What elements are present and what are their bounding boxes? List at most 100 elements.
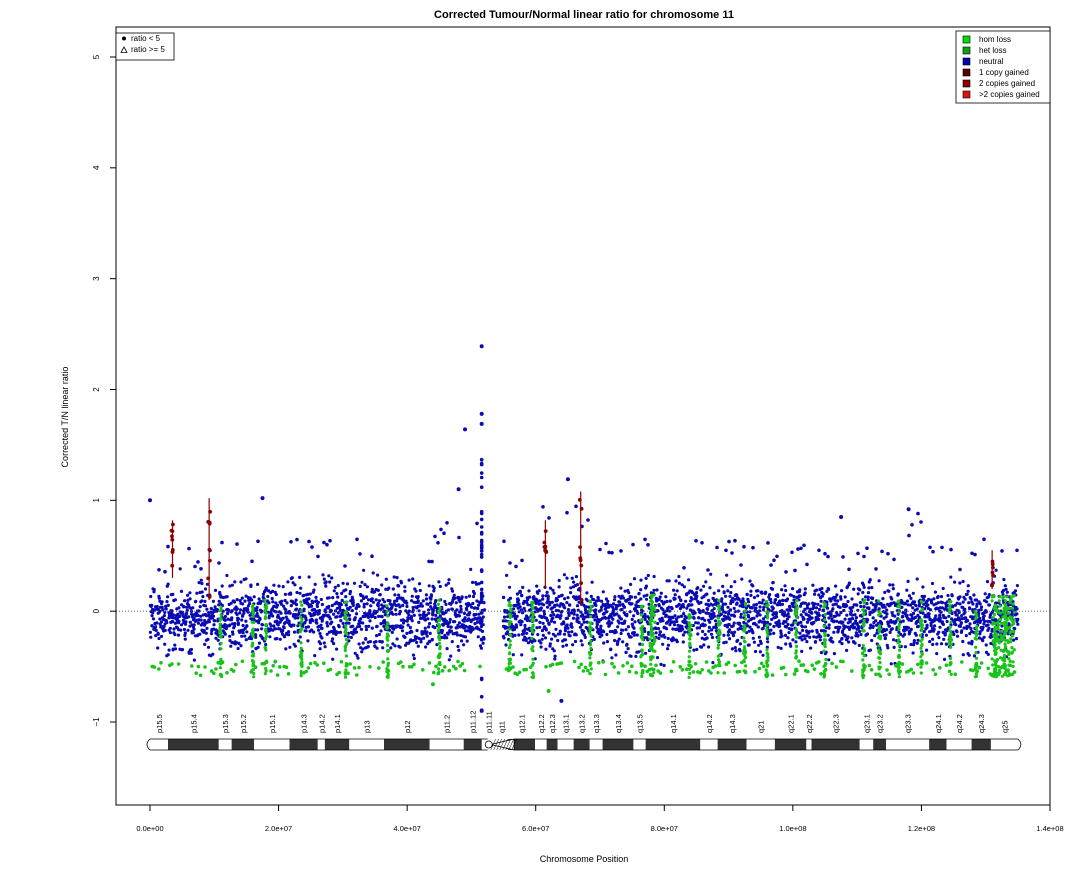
loss-point [863, 647, 866, 650]
data-point [293, 631, 296, 634]
data-point [317, 601, 320, 604]
data-point [949, 548, 953, 552]
data-point [194, 600, 197, 603]
data-point [812, 635, 815, 638]
data-point [909, 597, 912, 600]
data-point [835, 593, 838, 596]
loss-point [386, 671, 389, 674]
data-point [724, 595, 727, 598]
data-point [363, 583, 366, 586]
data-point [639, 579, 642, 582]
loss-point [345, 642, 348, 645]
data-point [360, 650, 363, 653]
data-point [539, 641, 542, 644]
data-point [955, 630, 958, 633]
data-point [791, 638, 794, 641]
data-point [415, 641, 418, 644]
data-point [315, 618, 318, 621]
data-point [559, 630, 562, 633]
loss-point [1004, 642, 1007, 645]
data-point [578, 621, 581, 624]
data-point [837, 630, 840, 633]
data-point [321, 603, 324, 606]
loss-point [386, 639, 389, 642]
loss-point [950, 643, 953, 646]
data-point [508, 586, 511, 589]
data-point [417, 621, 420, 624]
loss-point [264, 637, 267, 640]
loss-point [1008, 626, 1011, 629]
data-point [458, 614, 461, 617]
data-point [365, 628, 368, 631]
data-point [239, 599, 242, 602]
data-point [211, 653, 214, 656]
data-point [565, 511, 569, 515]
data-point [645, 585, 648, 588]
data-point [904, 645, 907, 648]
data-point [271, 597, 274, 600]
data-point [193, 565, 197, 569]
data-point [563, 573, 566, 576]
loss-point [219, 647, 222, 650]
data-point [480, 476, 484, 480]
data-point [165, 621, 168, 624]
data-point [624, 628, 627, 631]
data-point [540, 606, 543, 609]
data-point [979, 602, 982, 605]
data-point [337, 584, 340, 587]
data-point [769, 598, 772, 601]
data-point [554, 634, 557, 637]
data-point [569, 591, 572, 594]
data-point [746, 593, 749, 596]
data-point [937, 631, 940, 634]
data-point [287, 630, 290, 633]
data-point [1015, 637, 1018, 640]
data-point [787, 631, 790, 634]
data-point [706, 608, 709, 611]
data-point [696, 632, 699, 635]
loss-point [274, 660, 278, 664]
data-point [214, 605, 217, 608]
data-point [377, 615, 380, 618]
loss-point [511, 665, 515, 669]
data-point [324, 614, 327, 617]
data-point [286, 580, 289, 583]
loss-point [898, 672, 901, 675]
data-point [847, 640, 850, 643]
loss-point [153, 665, 157, 669]
loss-point [823, 670, 826, 673]
loss-point [628, 670, 632, 674]
data-point [246, 607, 249, 610]
data-point [258, 642, 261, 645]
loss-point [738, 670, 742, 674]
data-point [760, 592, 763, 595]
loss-point [862, 613, 865, 616]
data-point [942, 638, 945, 641]
data-point [184, 638, 187, 641]
data-point [694, 611, 697, 614]
data-point [761, 654, 764, 657]
data-point [710, 628, 713, 631]
data-point [630, 595, 633, 598]
data-point [395, 613, 398, 616]
data-point [182, 605, 185, 608]
data-point [523, 624, 526, 627]
data-point [852, 588, 855, 591]
loss-point [582, 669, 586, 673]
data-point [403, 636, 406, 639]
data-point [183, 628, 186, 631]
data-point [748, 580, 751, 583]
data-point [421, 605, 424, 608]
data-point [776, 593, 779, 596]
loss-point [1000, 639, 1003, 642]
data-point [330, 576, 333, 579]
loss-point [399, 660, 403, 664]
data-point [995, 569, 998, 572]
data-point [556, 598, 559, 601]
data-point [733, 580, 736, 583]
data-point [757, 625, 760, 628]
data-point [671, 621, 674, 624]
data-point [714, 619, 717, 622]
loss-point [530, 637, 533, 640]
loss-point [651, 674, 654, 677]
